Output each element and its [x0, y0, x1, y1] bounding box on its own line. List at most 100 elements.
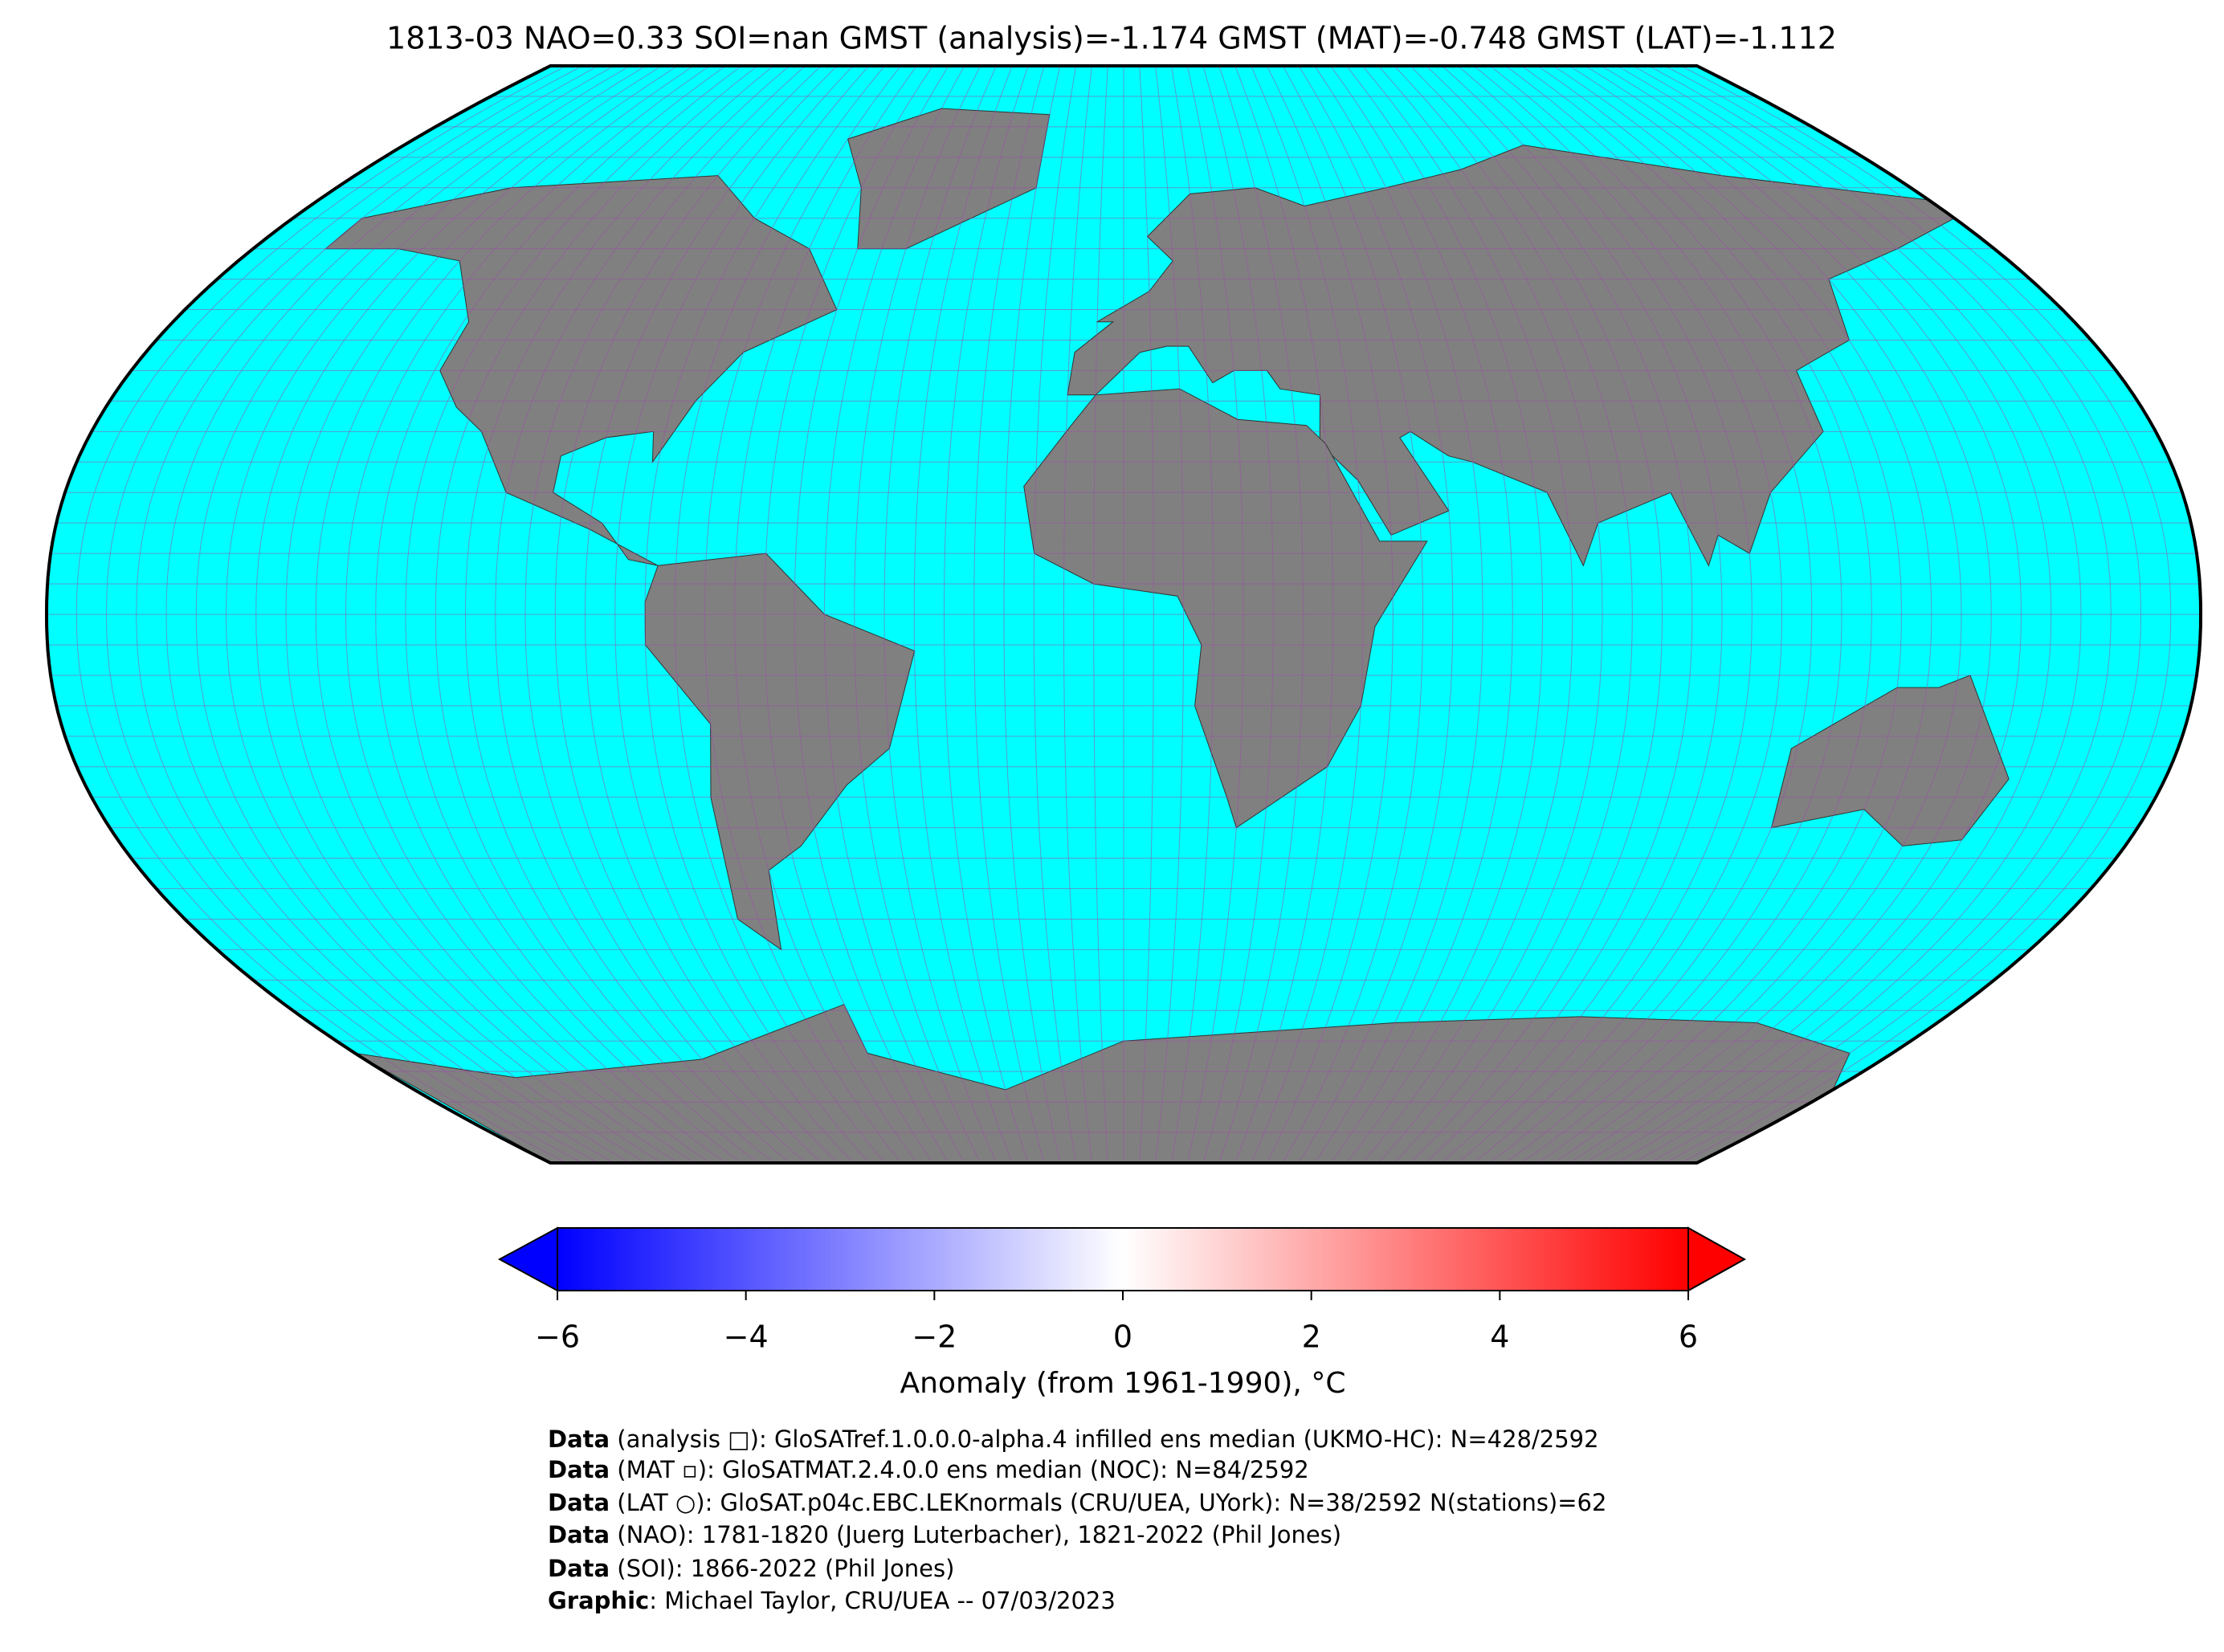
meridian [1489, 66, 1813, 1163]
meridian [375, 66, 726, 1163]
meridian [1617, 66, 2052, 1163]
footer-text: (NAO): 1781-1820 (Juerg Luterbacher), 18… [610, 1521, 1341, 1548]
meridian [1362, 66, 1573, 1163]
meridian [644, 66, 870, 1163]
meridian [1330, 66, 1513, 1163]
continent [1023, 388, 1428, 829]
meridian [913, 66, 1013, 1163]
meridian [1377, 66, 1603, 1163]
meridian [105, 66, 583, 1163]
meridian [464, 66, 774, 1163]
colorbar-tick-label: 2 [1302, 1320, 1321, 1355]
footer-line: Data (SOI): 1866-2022 (Phil Jones) [548, 1555, 954, 1582]
footer-label: Data [548, 1489, 610, 1516]
footer-label: Data [548, 1456, 610, 1483]
colorbar-label: Anomaly (from 1961-1990), °C [900, 1367, 1346, 1400]
meridian [883, 66, 997, 1163]
meridian [704, 66, 901, 1163]
footer-text: (MAT ▫): GloSATMAT.2.4.0.0 ens median (N… [610, 1456, 1309, 1483]
meridian [1266, 66, 1394, 1163]
footer-line: Graphic: Michael Taylor, CRU/UEA -- 07/0… [548, 1587, 1116, 1614]
footer: Data (analysis □): GloSATref.1.0.0.0-alp… [548, 1426, 1606, 1614]
meridian [823, 66, 965, 1163]
meridian [1537, 66, 1903, 1163]
map [44, 64, 2203, 1165]
colorbar-tick-label: −6 [535, 1320, 580, 1355]
meridian [195, 66, 630, 1163]
meridian [584, 66, 838, 1163]
meridian [1346, 66, 1544, 1163]
meridian [1251, 66, 1364, 1163]
meridian [794, 66, 949, 1163]
colorbar-tick-label: −4 [724, 1320, 769, 1355]
meridian [315, 66, 694, 1163]
footer-text: (analysis □): GloSATref.1.0.0.0-alpha.4 … [610, 1426, 1598, 1453]
meridian [136, 66, 599, 1163]
meridian [165, 66, 614, 1163]
meridian [614, 66, 854, 1163]
meridian [1601, 66, 2022, 1163]
title: 1813-03 NAO=0.33 SOI=nan GMST (analysis)… [386, 21, 1837, 56]
meridian [1218, 66, 1304, 1163]
meridian [1186, 66, 1244, 1163]
footer-line: Data (analysis □): GloSATref.1.0.0.0-alp… [548, 1426, 1599, 1453]
meridian [345, 66, 710, 1163]
footer-line: Data (MAT ▫): GloSATMAT.2.4.0.0 ens medi… [548, 1456, 1309, 1483]
footer-label: Data [548, 1426, 610, 1453]
land [324, 108, 2010, 1163]
meridian [435, 66, 758, 1163]
meridian [734, 66, 917, 1163]
meridian [1521, 66, 1872, 1163]
meridian [1410, 66, 1663, 1163]
footer-text: (SOI): 1866-2022 (Phil Jones) [610, 1555, 954, 1582]
meridian [764, 66, 933, 1163]
colorbar-tick-label: 6 [1679, 1320, 1698, 1355]
meridian [75, 66, 567, 1163]
colorbar-bar [557, 1227, 1689, 1291]
footer-text: (LAT ○): GloSAT.p04c.EBC.LEKnormals (CRU… [610, 1489, 1606, 1516]
meridian [973, 66, 1045, 1163]
colorbar-extend-high [1687, 1226, 1747, 1292]
meridian [1003, 66, 1061, 1163]
colorbar: −6 −4 −2 0 2 4 6 Anomaly (from 1961-1990), °C [497, 1226, 1747, 1400]
meridian [1139, 66, 1154, 1163]
meridian [854, 66, 981, 1163]
meridian [1473, 66, 1783, 1163]
meridian [1569, 66, 1962, 1163]
meridian [1202, 66, 1274, 1163]
meridian [1505, 66, 1842, 1163]
graticule [47, 66, 2201, 1163]
meridian [1426, 66, 1693, 1163]
meridian [524, 66, 806, 1163]
meridian [285, 66, 679, 1163]
meridian [1648, 66, 2112, 1163]
meridian [1633, 66, 2082, 1163]
meridian [554, 66, 822, 1163]
colorbar-tick-label: 4 [1490, 1320, 1509, 1355]
meridian [1442, 66, 1723, 1163]
meridian [943, 66, 1029, 1163]
meridian [674, 66, 885, 1163]
meridian [1155, 66, 1184, 1163]
meridian [1171, 66, 1214, 1163]
colorbar-extend-low [497, 1226, 558, 1292]
continent [1770, 675, 2010, 846]
meridian [1282, 66, 1424, 1163]
meridian [1298, 66, 1454, 1163]
footer-label: Data [548, 1521, 610, 1548]
meridian [1553, 66, 1932, 1163]
colorbar-tick-label: 0 [1113, 1320, 1132, 1355]
meridian [1394, 66, 1633, 1163]
meridian [225, 66, 647, 1163]
footer-label: Graphic [548, 1587, 649, 1614]
meridian [1680, 66, 2172, 1163]
meridian [495, 66, 790, 1163]
footer-text: : Michael Taylor, CRU/UEA -- 07/03/2023 [649, 1587, 1116, 1614]
colorbar-tick-label: −2 [912, 1320, 957, 1355]
meridian [1314, 66, 1483, 1163]
footer-line: Data (LAT ○): GloSAT.p04c.EBC.LEKnormals… [548, 1489, 1606, 1516]
meridian [1093, 66, 1108, 1163]
meridian [1585, 66, 1992, 1163]
meridian [1234, 66, 1334, 1163]
meridian [1033, 66, 1076, 1163]
